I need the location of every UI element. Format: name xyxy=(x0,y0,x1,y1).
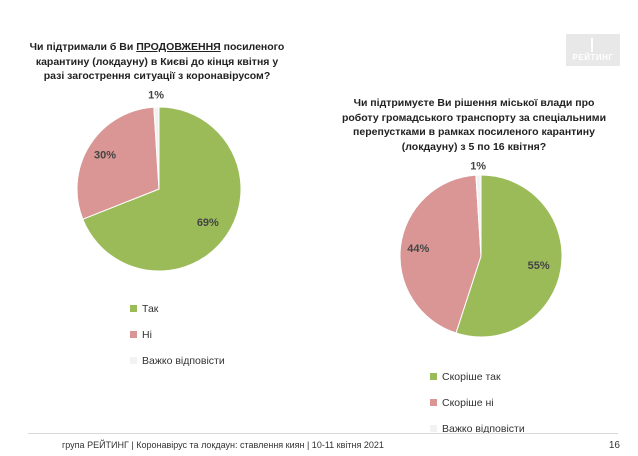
chart2-title: Чи підтримуєте Ви рішення міської влади … xyxy=(341,97,607,153)
logo-mark xyxy=(591,38,593,52)
logo-text: РЕЙТИНГ xyxy=(572,53,614,62)
chart2-legend-swatch-3 xyxy=(430,425,437,432)
rating-logo: РЕЙТИНГ xyxy=(566,34,620,66)
chart2-legend-label-1: Скоріше так xyxy=(442,371,501,383)
footer-divider xyxy=(28,433,618,434)
chart1-title-after: посиленого карантину (локдауну) в Києві … xyxy=(35,41,285,82)
chart1-legend-swatch-1 xyxy=(130,305,137,312)
chart2-slice-3 xyxy=(475,174,482,257)
chart2-legend-swatch-2 xyxy=(430,399,437,406)
chart2-slice-1 xyxy=(455,174,563,338)
chart1-slice-3 xyxy=(153,106,160,190)
chart1-title-before: Чи підтримали б Ви xyxy=(29,41,137,53)
footer-text: група РЕЙТИНГ | Коронавірус та локдаун: … xyxy=(62,440,384,450)
page-number: 16 xyxy=(608,440,620,451)
chart1-title-highlight: ПРОДОВЖЕННЯ xyxy=(136,41,221,53)
chart1-title: Чи підтримали б Ви ПРОДОВЖЕННЯ посиленог… xyxy=(26,40,288,84)
chart2-value-label-3: 1% xyxy=(470,160,486,172)
chart2-value-label-1: 55% xyxy=(528,260,550,272)
chart2-slice-2 xyxy=(399,174,482,334)
chart1-value-label-2: 30% xyxy=(94,150,116,162)
chart1-legend-label-3: Важко відповісти xyxy=(142,355,225,367)
chart1-value-label-1: 69% xyxy=(197,217,219,229)
chart1-legend-swatch-3 xyxy=(130,357,137,364)
chart1-value-label-3: 1% xyxy=(148,90,164,102)
chart1-legend-label-2: Ні xyxy=(142,329,152,341)
chart2-legend-label-2: Скоріше ні xyxy=(442,397,494,409)
chart1-legend-label-1: Так xyxy=(142,303,159,315)
chart2-value-label-2: 44% xyxy=(407,243,429,255)
chart1-slice-1 xyxy=(82,106,242,272)
chart2-legend-label-3: Важко відповісти xyxy=(442,423,525,435)
chart1-legend-swatch-2 xyxy=(130,331,137,338)
chart2-legend-swatch-1 xyxy=(430,373,437,380)
chart1-slice-2 xyxy=(76,106,160,220)
